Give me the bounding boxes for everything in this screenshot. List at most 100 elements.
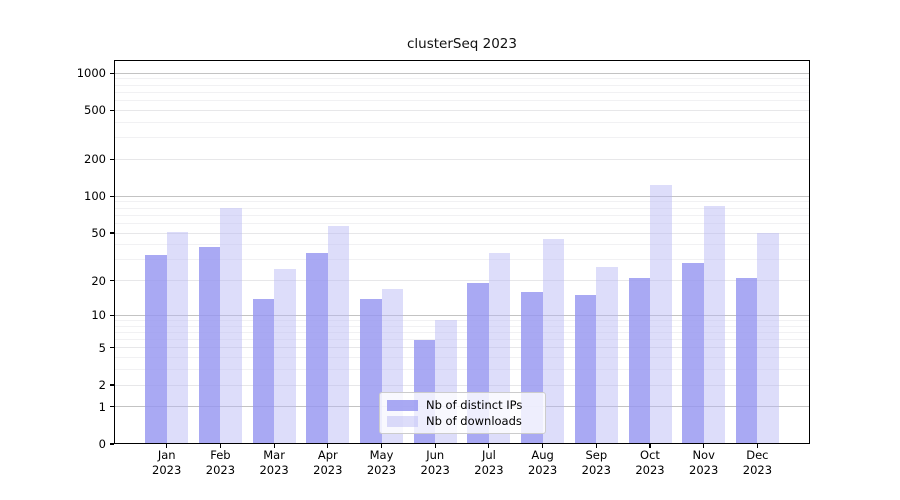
bar-nb-of-distinct-ips-may (360, 298, 382, 444)
gridline-600 (114, 100, 810, 102)
x-tick-label-jul: Jul 2023 (461, 448, 517, 478)
bar-nb-of-downloads-mar (274, 269, 296, 444)
legend-swatch-nb-of-downloads (387, 415, 418, 427)
gridline-6 (114, 339, 810, 341)
x-tick-mark-nov (703, 444, 705, 448)
x-tick-year: 2023 (420, 463, 450, 477)
bar-nb-of-downloads-feb (220, 207, 242, 444)
gridline-90 (114, 201, 810, 203)
bar-nb-of-distinct-ips-nov (682, 263, 704, 444)
gridline-30 (114, 259, 810, 261)
y-tick-label-10: 10 (91, 308, 106, 323)
x-tick-year: 2023 (527, 463, 558, 477)
bar-nb-of-downloads-nov (703, 206, 726, 444)
y-tick-label-1: 1 (98, 399, 106, 414)
plot-area (114, 60, 810, 444)
y-tick-mark-1000 (110, 72, 114, 74)
legend-row-nb-of-distinct-ips: Nb of distinct IPs (387, 398, 538, 412)
y-tick-label-50: 50 (91, 226, 106, 241)
x-tick-year: 2023 (635, 463, 665, 477)
x-tick-month: Sep (585, 448, 608, 462)
gridline-3 (114, 369, 810, 371)
x-tick-month: Nov (692, 448, 715, 462)
x-tick-mark-sep (595, 444, 597, 448)
gridline-100 (114, 195, 810, 197)
y-tick-label-1000: 1000 (76, 66, 106, 81)
bar-nb-of-downloads-aug (542, 238, 565, 444)
gridline-900 (114, 78, 810, 80)
x-tick-year: 2023 (313, 463, 343, 477)
y-tick-label-2: 2 (98, 378, 106, 393)
gridline-20 (114, 280, 810, 282)
y-tick-label-5: 5 (98, 340, 106, 355)
bar-nb-of-downloads-oct (650, 184, 672, 444)
gridline-40 (114, 244, 810, 246)
x-tick-mark-may (380, 444, 383, 448)
gridline-500 (114, 109, 810, 111)
x-tick-year: 2023 (259, 463, 289, 477)
x-tick-label-apr: Apr 2023 (300, 448, 356, 478)
y-tick-mark-20 (110, 280, 114, 282)
bar-nb-of-distinct-ips-oct (628, 278, 650, 444)
gridline-7 (114, 331, 810, 333)
x-tick-year: 2023 (152, 463, 182, 477)
gridline-800 (114, 84, 810, 86)
bar-nb-of-downloads-apr (327, 226, 350, 444)
gridline-60 (114, 222, 810, 224)
x-tick-month: Oct (640, 448, 660, 462)
bar-nb-of-distinct-ips-jan (145, 254, 167, 444)
x-tick-label-mar: Mar 2023 (246, 448, 302, 478)
legend: Nb of distinct IPs Nb of downloads (379, 392, 546, 434)
y-tick-mark-5 (110, 347, 114, 349)
x-tick-month: Jul (481, 448, 496, 462)
gridline-80 (114, 207, 810, 209)
x-tick-mark-mar (273, 444, 275, 448)
x-tick-mark-jun (434, 444, 436, 448)
x-tick-month: Aug (531, 448, 554, 462)
gridline-700 (114, 91, 810, 93)
x-tick-mark-aug (542, 444, 544, 448)
gridline-1000 (114, 72, 810, 74)
x-tick-month: Dec (746, 448, 769, 462)
x-tick-month: Apr (317, 448, 338, 462)
gridline-5 (114, 347, 810, 349)
x-tick-mark-jul (488, 444, 490, 448)
bar-nb-of-distinct-ips-apr (306, 253, 328, 444)
gridline-10 (114, 314, 810, 316)
x-tick-month: Jun (426, 448, 445, 462)
bar-nb-of-downloads-dec (757, 233, 779, 444)
x-tick-label-oct: Oct 2023 (622, 448, 678, 478)
x-tick-year: 2023 (366, 463, 397, 477)
bar-nb-of-distinct-ips-mar (252, 298, 275, 444)
bar-nb-of-downloads-jan (166, 231, 189, 444)
legend-label-nb-of-distinct-ips: Nb of distinct IPs (426, 398, 523, 412)
x-tick-year: 2023 (742, 463, 773, 477)
x-tick-label-dec: Dec 2023 (729, 448, 785, 478)
bar-nb-of-distinct-ips-dec (735, 278, 758, 444)
gridline-50 (114, 232, 810, 234)
bar-nb-of-downloads-sep (596, 267, 618, 444)
gridline-70 (114, 214, 810, 216)
y-tick-label-100: 100 (84, 189, 106, 204)
y-tick-mark-0 (110, 443, 114, 445)
x-tick-month: Mar (263, 448, 285, 462)
y-tick-label-20: 20 (91, 273, 106, 288)
x-tick-label-may: May 2023 (354, 448, 410, 478)
gridline-9 (114, 319, 810, 321)
x-tick-year: 2023 (474, 463, 504, 477)
x-tick-label-sep: Sep 2023 (568, 448, 624, 478)
legend-row-nb-of-downloads: Nb of downloads (387, 414, 538, 428)
y-tick-label-200: 200 (84, 152, 106, 167)
y-tick-mark-500 (110, 109, 114, 111)
x-tick-month: Jan (157, 448, 176, 462)
x-tick-mark-feb (219, 444, 221, 448)
x-tick-label-aug: Aug 2023 (515, 448, 571, 478)
x-tick-mark-apr (327, 444, 329, 448)
x-tick-mark-oct (649, 444, 651, 448)
gridline-300 (114, 137, 810, 139)
bar-nb-of-distinct-ips-feb (198, 247, 221, 444)
y-tick-mark-10 (110, 314, 114, 316)
x-tick-month: Feb (210, 448, 231, 462)
y-tick-mark-50 (110, 232, 114, 234)
